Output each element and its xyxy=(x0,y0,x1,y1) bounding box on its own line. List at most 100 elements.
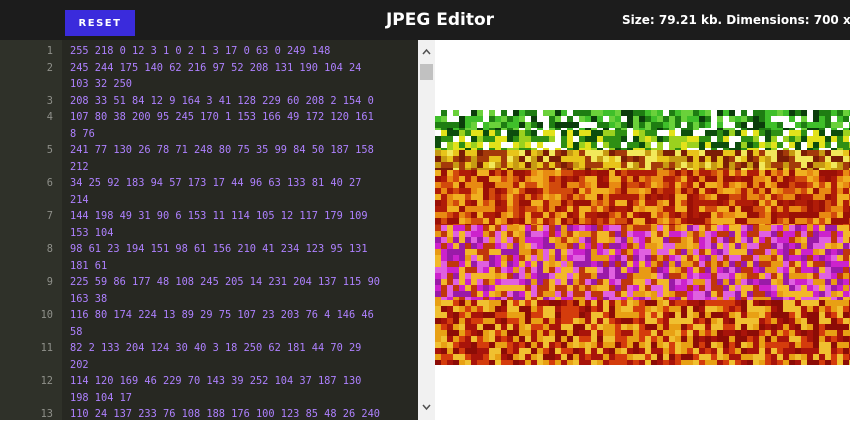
image-pixel xyxy=(579,342,585,348)
image-pixel xyxy=(723,249,729,255)
image-pixel xyxy=(489,188,495,194)
image-pixel xyxy=(453,324,459,330)
image-pixel xyxy=(615,142,621,148)
image-pixel xyxy=(609,354,615,360)
scroll-down[interactable] xyxy=(423,405,430,409)
image-pixel xyxy=(651,148,657,150)
image-pixel xyxy=(723,200,729,206)
image-pixel xyxy=(471,255,477,261)
line-text[interactable]: 245 244 175 140 62 216 97 52 208 131 190… xyxy=(70,60,382,93)
image-pixel xyxy=(693,318,699,324)
image-pixel xyxy=(573,156,579,162)
image-pixel xyxy=(621,360,627,365)
image-pixel xyxy=(753,267,759,273)
line-text[interactable]: 34 25 92 183 94 57 173 17 44 96 63 133 8… xyxy=(70,175,382,208)
image-pixel xyxy=(747,170,753,176)
image-pixel xyxy=(741,243,747,249)
image-pixel xyxy=(621,136,627,142)
image-pixel xyxy=(687,297,693,300)
image-pixel xyxy=(501,324,507,330)
image-pixel xyxy=(513,136,519,142)
image-pixel xyxy=(645,261,651,267)
image-pixel xyxy=(735,237,741,243)
image-pixel xyxy=(501,224,507,225)
image-pixel xyxy=(573,330,579,336)
image-pixel xyxy=(741,150,747,156)
image-pixel xyxy=(795,142,801,148)
line-text[interactable]: 110 24 137 233 76 108 188 176 100 123 85… xyxy=(70,406,382,420)
line-text[interactable]: 82 2 133 204 124 30 40 3 18 250 62 181 4… xyxy=(70,340,382,373)
image-pixel xyxy=(759,318,765,324)
image-pixel xyxy=(555,336,561,342)
image-pixel xyxy=(645,237,651,243)
line-text[interactable]: 241 77 130 26 78 71 248 80 75 35 99 84 5… xyxy=(70,142,382,175)
image-pixel xyxy=(681,224,687,225)
image-pixel xyxy=(591,148,597,150)
image-pixel xyxy=(489,279,495,285)
image-pixel xyxy=(657,318,663,324)
line-text[interactable]: 116 80 174 224 13 89 29 75 107 23 203 76… xyxy=(70,307,382,340)
image-pixel xyxy=(669,267,675,273)
image-pixel xyxy=(819,273,825,279)
image-pixel xyxy=(603,342,609,348)
top-bar: RESET JPEG Editor Size: 79.21 kb. Dimens… xyxy=(0,0,850,40)
image-pixel xyxy=(471,354,477,360)
image-pixel xyxy=(465,273,471,279)
image-pixel xyxy=(633,224,639,225)
image-pixel xyxy=(843,136,849,142)
line-text[interactable]: 144 198 49 31 90 6 153 11 114 105 12 117… xyxy=(70,208,382,241)
image-pixel xyxy=(735,306,741,312)
image-pixel xyxy=(441,249,447,255)
image-pixel xyxy=(777,148,783,150)
line-text[interactable]: 98 61 23 194 151 98 61 156 210 41 234 12… xyxy=(70,241,382,274)
image-pixel xyxy=(483,194,489,200)
reset-button[interactable]: RESET xyxy=(65,10,135,36)
line-text[interactable]: 208 33 51 84 12 9 164 3 41 128 229 60 20… xyxy=(70,93,382,110)
image-pixel xyxy=(471,224,477,225)
image-pixel xyxy=(585,231,591,237)
image-pixel xyxy=(639,318,645,324)
image-pixel xyxy=(591,170,597,176)
image-pixel xyxy=(441,261,447,267)
image-pixel xyxy=(741,182,747,188)
image-pixel xyxy=(777,348,783,354)
image-pixel xyxy=(819,255,825,261)
image-pixel xyxy=(657,342,663,348)
image-pixel xyxy=(657,162,663,168)
image-pixel xyxy=(567,148,573,150)
image-pixel xyxy=(543,156,549,162)
image-pixel xyxy=(441,237,447,243)
image-pixel xyxy=(633,279,639,285)
image-pixel xyxy=(513,224,519,225)
image-pixel xyxy=(615,218,621,224)
image-pixel xyxy=(705,330,711,336)
line-text[interactable]: 255 218 0 12 3 1 0 2 1 3 17 0 63 0 249 1… xyxy=(70,43,382,60)
image-pixel xyxy=(693,224,699,225)
image-pixel xyxy=(771,224,777,225)
image-pixel xyxy=(783,128,789,130)
image-pixel xyxy=(465,360,471,365)
image-pixel xyxy=(579,128,585,130)
image-pixel xyxy=(747,354,753,360)
image-pixel xyxy=(783,285,789,291)
image-pixel xyxy=(495,200,501,206)
line-text[interactable]: 107 80 38 200 95 245 170 1 153 166 49 17… xyxy=(70,109,382,142)
image-pixel xyxy=(477,212,483,218)
image-pixel xyxy=(645,354,651,360)
image-pixel xyxy=(531,354,537,360)
image-pixel xyxy=(759,225,765,231)
image-pixel xyxy=(783,122,789,128)
image-pixel xyxy=(651,360,657,365)
line-text[interactable]: 225 59 86 177 48 108 245 205 14 231 204 … xyxy=(70,274,382,307)
code-editor[interactable]: 1255 218 0 12 3 1 0 2 1 3 17 0 63 0 249 … xyxy=(0,40,418,420)
line-text[interactable]: 114 120 169 46 229 70 143 39 252 104 37 … xyxy=(70,373,382,406)
image-pixel xyxy=(723,148,729,150)
scroll-up[interactable] xyxy=(423,50,430,54)
image-pixel xyxy=(663,330,669,336)
image-pixel xyxy=(735,255,741,261)
scroll-thumb[interactable] xyxy=(420,64,433,80)
image-pixel xyxy=(759,168,765,170)
scrollbar[interactable] xyxy=(418,40,435,420)
image-pixel xyxy=(507,168,513,170)
image-pixel xyxy=(741,291,747,297)
